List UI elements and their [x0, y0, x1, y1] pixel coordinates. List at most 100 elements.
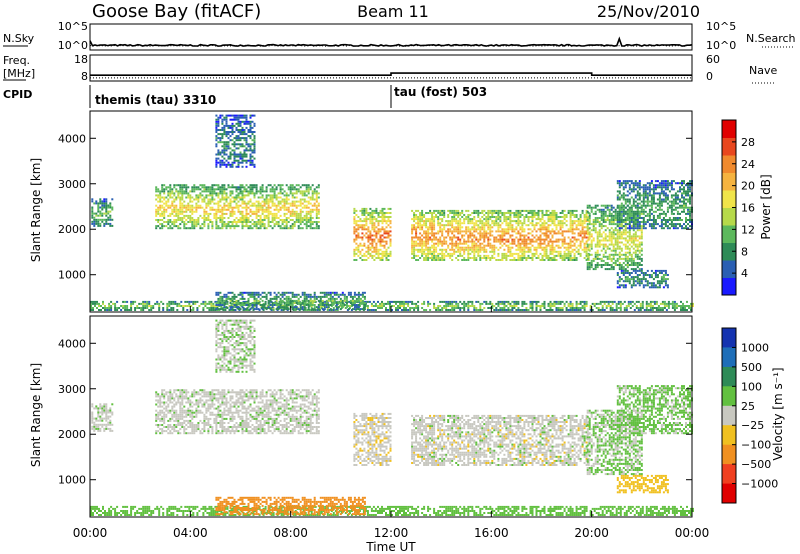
- power-echo-cell-2: [161, 188, 164, 191]
- power-echo-cell-5: [553, 214, 556, 216]
- power-echo-cell-5: [503, 242, 506, 245]
- power-echo-cell-3: [219, 129, 222, 131]
- power-echo-cell-2: [317, 192, 320, 195]
- power-echo-cell-5: [535, 250, 538, 253]
- power-echo-cell-7: [634, 182, 637, 185]
- power-echo-cell-5: [439, 214, 442, 216]
- power-echo-cell-2: [249, 198, 252, 201]
- power-echo-cell-0: [513, 302, 516, 305]
- power-echo-cell-4: [355, 228, 358, 231]
- power-echo-cell-5: [529, 222, 532, 225]
- power-echo-cell-6: [618, 233, 621, 236]
- power-echo-cell-2: [271, 194, 274, 197]
- power-echo-cell-0: [537, 305, 540, 307]
- power-echo-cell-5: [525, 244, 528, 247]
- power-echo-cell-0: [206, 307, 209, 309]
- power-echo-cell-0: [567, 309, 570, 311]
- power-echo-cell-3: [253, 122, 256, 125]
- power-echo-cell-2: [299, 212, 302, 215]
- power-echo-cell-2: [251, 202, 254, 205]
- power-echo-cell-5: [459, 248, 462, 251]
- power-echo-cell-5: [459, 246, 462, 249]
- power-echo-cell-2: [283, 212, 286, 215]
- power-echo-cell-2: [229, 221, 232, 223]
- power-echo-cell-2: [295, 219, 298, 221]
- power-echo-cell-5: [413, 257, 416, 259]
- power-echo-cell-2: [251, 186, 254, 189]
- power-echo-cell-6: [590, 253, 593, 256]
- power-echo-cell-6: [608, 212, 611, 215]
- power-echo-cell-6: [614, 223, 617, 226]
- power-echo-cell-5: [453, 228, 456, 231]
- power-echo-cell-0: [122, 300, 125, 303]
- power-echo-cell-6: [626, 231, 629, 234]
- power-echo-cell-5: [527, 254, 530, 257]
- power-echo-cell-3: [229, 155, 232, 158]
- power-echo-cell-0: [603, 309, 606, 311]
- power-echo-cell-5: [497, 222, 500, 225]
- power-echo-cell-5: [501, 236, 504, 239]
- power-echo-cell-5: [471, 226, 474, 229]
- power-echo-cell-6: [638, 268, 641, 271]
- power-echo-cell-5: [421, 228, 424, 231]
- power-echo-cell-5: [563, 236, 566, 239]
- power-echo-cell-5: [439, 259, 442, 261]
- power-echo-cell-2: [215, 212, 218, 215]
- power-echo-cell-0: [92, 302, 94, 305]
- power-echo-cell-7: [634, 210, 637, 213]
- power-echo-cell-0: [647, 302, 650, 305]
- power-echo-cell-2: [217, 204, 220, 207]
- power-echo-cell-3: [221, 159, 224, 162]
- power-echo-cell-2: [165, 210, 168, 213]
- power-echo-cell-2: [263, 223, 266, 226]
- power-echo-cell-0: [615, 309, 618, 311]
- power-echo-cell-0: [108, 302, 111, 305]
- power-echo-cell-0: [453, 305, 456, 307]
- power-echo-cell-2: [203, 217, 206, 219]
- power-echo-cell-5: [563, 254, 566, 257]
- power-echo-cell-5: [525, 238, 528, 241]
- power-echo-cell-5: [467, 250, 470, 253]
- power-echo-cell-5: [429, 232, 432, 235]
- power-echo-cell-2: [227, 217, 230, 219]
- power-echo-cell-0: [383, 305, 385, 307]
- power-echo-cell-2: [239, 221, 242, 223]
- power-echo-cell-5: [549, 214, 552, 216]
- power-echo-cell-4: [367, 234, 370, 237]
- power-echo-cell-5: [451, 230, 454, 233]
- power-echo-cell-3: [235, 143, 238, 146]
- power-echo-cell-4: [375, 226, 378, 229]
- power-echo-cell-0: [467, 307, 470, 309]
- power-echo-cell-2: [255, 227, 258, 230]
- power-echo-cell-6: [638, 214, 641, 217]
- power-echo-cell-2: [311, 198, 314, 201]
- power-echo-cell-2: [291, 186, 294, 189]
- power-echo-cell-7: [636, 214, 639, 217]
- power-echo-cell-5: [581, 209, 584, 212]
- power-echo-cell-5: [447, 234, 450, 237]
- power-echo-cell-5: [505, 259, 508, 261]
- power-echo-cell-5: [447, 232, 450, 235]
- power-echo-cell-6: [628, 231, 631, 234]
- power-echo-cell-0: [364, 300, 367, 303]
- power-echo-cell-1: [105, 208, 108, 211]
- power-echo-cell-2: [299, 227, 302, 230]
- power-echo-cell-3: [235, 155, 238, 158]
- power-echo-cell-0: [645, 302, 648, 305]
- power-echo-cell-5: [505, 252, 508, 255]
- power-echo-cell-7: [634, 200, 637, 203]
- power-echo-cell-5: [517, 244, 520, 247]
- power-echo-cell-0: [405, 309, 407, 311]
- date-title: 25/Nov/2010: [597, 2, 700, 21]
- power-echo-cell-7: [618, 192, 621, 195]
- power-echo-cell-5: [431, 214, 434, 216]
- power-echo-cell-5: [465, 240, 468, 243]
- power-echo-cell-5: [561, 242, 564, 245]
- power-echo-cell-4: [389, 230, 392, 233]
- power-echo-cell-5: [425, 218, 428, 221]
- power-echo-cell-5: [545, 244, 548, 247]
- power-echo-cell-7: [616, 204, 619, 207]
- power-echo-cell-2: [161, 219, 164, 221]
- power-echo-cell-5: [493, 222, 496, 225]
- power-echo-cell-0: [497, 302, 500, 305]
